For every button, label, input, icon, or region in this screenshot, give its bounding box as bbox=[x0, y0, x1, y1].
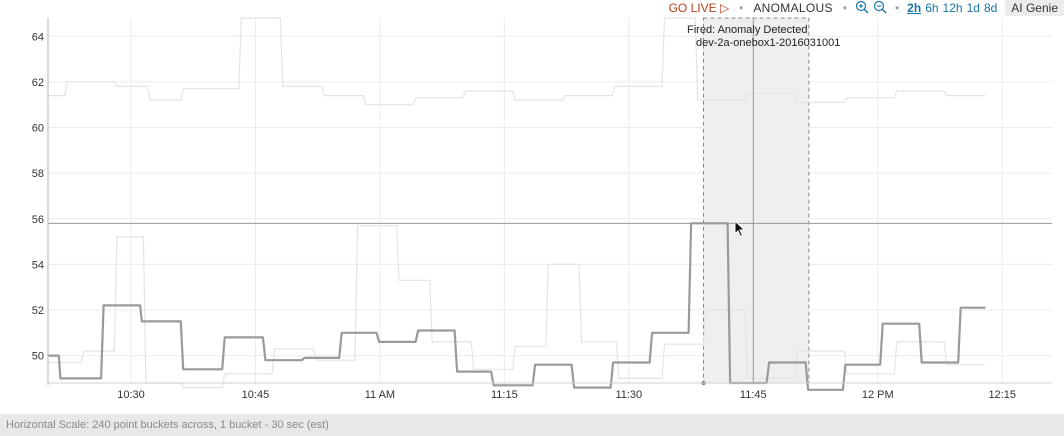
separator-dot: • bbox=[739, 1, 744, 15]
y-tick-label: 58 bbox=[32, 168, 44, 180]
faint-series bbox=[48, 17, 986, 389]
x-tick-label: 10:45 bbox=[242, 389, 270, 401]
grid bbox=[48, 18, 1052, 383]
range-2h-button[interactable]: 2h bbox=[907, 1, 922, 15]
x-tick-label: 12 PM bbox=[862, 389, 894, 401]
separator-dot: • bbox=[842, 1, 847, 15]
tooltip-title: Fired: Anomaly Detected bbox=[687, 24, 808, 36]
x-tick-label: 11:15 bbox=[491, 389, 518, 401]
x-tick-label: 11:45 bbox=[740, 389, 767, 401]
axes: 50 52 54 56 58 60 62 64 10:30 10:45 11 AM 11:15 11:3… bbox=[32, 18, 1052, 401]
chart-overlay bbox=[48, 18, 1052, 383]
mouse-pointer-icon bbox=[734, 219, 746, 243]
metric-chart[interactable]: 50 52 54 56 58 60 62 64 10:30 10:45 11 AM 11:15 11:3… bbox=[0, 0, 1064, 410]
anomalous-filter[interactable]: ANOMALOUS bbox=[753, 1, 833, 15]
x-tick-label: 11:30 bbox=[615, 389, 642, 401]
tooltip-subtitle: dev-2a-onebox1-2016031001 bbox=[696, 37, 841, 49]
x-tick-label: 10:30 bbox=[117, 389, 145, 401]
main-series-line bbox=[48, 222, 986, 391]
y-tick-label: 64 bbox=[32, 31, 44, 43]
anomaly-highlight[interactable] bbox=[701, 17, 810, 386]
horizontal-scale-text: Horizontal Scale: 240 point buckets acro… bbox=[6, 419, 329, 431]
range-6h-button[interactable]: 6h bbox=[925, 1, 939, 15]
y-tick-label: 52 bbox=[32, 305, 44, 317]
anomaly-tooltip: Fired: Anomaly Detected dev-2a-onebox1-2… bbox=[687, 24, 840, 50]
x-tick-label: 12:15 bbox=[988, 389, 1016, 401]
y-tick-label: 56 bbox=[32, 214, 44, 226]
range-8d-button[interactable]: 8d bbox=[983, 1, 998, 15]
faint-series-line bbox=[48, 225, 986, 389]
separator-dot: • bbox=[894, 1, 900, 15]
y-tick-label: 50 bbox=[32, 351, 44, 363]
go-live-button[interactable]: GO LIVE ▷ bbox=[665, 1, 734, 15]
main-series bbox=[48, 222, 986, 391]
anomaly-highlight-box[interactable] bbox=[703, 17, 810, 384]
ai-genie-button[interactable]: AI Genie bbox=[1005, 0, 1064, 16]
faint-series-line bbox=[48, 17, 986, 106]
play-outline-icon: ▷ bbox=[719, 1, 730, 15]
zoom-in-icon[interactable] bbox=[853, 0, 871, 17]
horizontal-scale-footer: Horizontal Scale: 240 point buckets acro… bbox=[0, 414, 1064, 436]
zoom-out-icon[interactable] bbox=[871, 0, 889, 17]
x-tick-label: 11 AM bbox=[365, 389, 395, 401]
go-live-label: GO LIVE bbox=[668, 1, 717, 15]
chart-toolbar: GO LIVE ▷ • ANOMALOUS • • 2h 6h 12h 1d 8… bbox=[665, 0, 1064, 16]
range-1d-button[interactable]: 1d bbox=[966, 1, 980, 15]
y-tick-label: 62 bbox=[32, 77, 44, 89]
range-12h-button[interactable]: 12h bbox=[942, 1, 963, 15]
y-tick-label: 60 bbox=[32, 123, 44, 135]
y-tick-label: 54 bbox=[32, 259, 44, 271]
